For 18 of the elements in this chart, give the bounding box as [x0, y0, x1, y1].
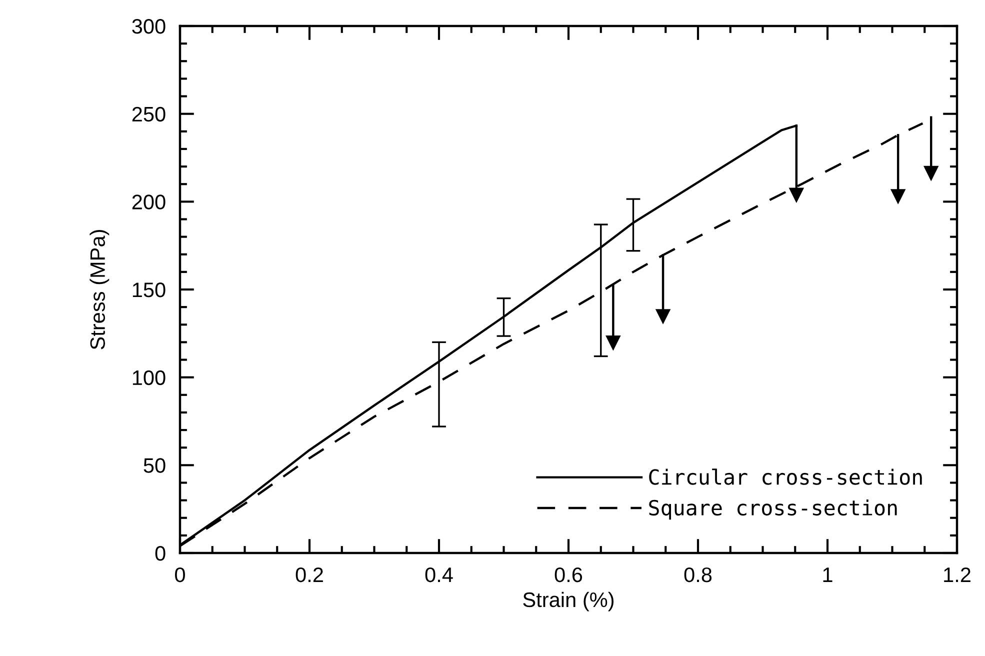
- y-axis-title: Stress (MPa): [90, 230, 110, 350]
- x-tick-label: 0.4: [425, 567, 453, 582]
- legend-label: Square cross-section: [649, 499, 897, 520]
- y-tick-label: 100: [132, 370, 166, 386]
- x-tick-label: 0: [175, 567, 185, 582]
- legend-label: Circular cross-section: [649, 468, 922, 485]
- x-tick-label: 0.2: [296, 567, 323, 582]
- y-tick-label: 150: [132, 282, 166, 298]
- x-tick-label: 1: [823, 568, 832, 582]
- y-tick-label: 50: [144, 458, 166, 473]
- y-tick-label: 200: [132, 194, 166, 210]
- x-axis-title: Strain (%): [523, 592, 614, 612]
- y-tick-label: 0: [155, 546, 166, 561]
- x-tick-label: 0.8: [684, 567, 712, 582]
- x-tick-label: 0.6: [554, 567, 582, 582]
- x-tick-label: 1.2: [944, 567, 970, 582]
- y-tick-label: 300: [132, 19, 166, 34]
- y-tick-label: 250: [132, 106, 166, 122]
